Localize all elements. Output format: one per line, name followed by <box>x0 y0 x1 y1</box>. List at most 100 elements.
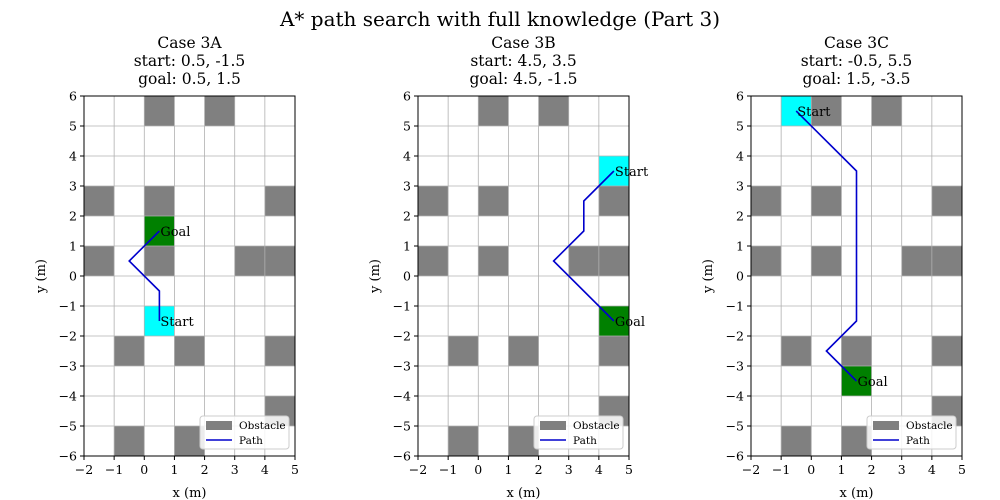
x-tick-label: 3 <box>565 462 573 477</box>
y-tick-label: 1 <box>403 239 411 254</box>
y-tick-label: 1 <box>736 239 744 254</box>
y-tick-label: 0 <box>69 269 77 284</box>
x-tick-label: 4 <box>928 462 936 477</box>
obstacle-cell <box>84 186 115 216</box>
y-tick-label: 5 <box>69 119 77 134</box>
y-tick-label: 6 <box>736 89 744 104</box>
figure-title: A* path search with full knowledge (Part… <box>279 7 720 31</box>
y-tick-label: −1 <box>726 299 744 314</box>
x-tick-label: 0 <box>474 462 482 477</box>
legend: Obstacle Path <box>866 415 957 450</box>
panel-title-line-2: start: -0.5, 5.5 <box>801 52 913 70</box>
y-tick-label: −6 <box>393 449 411 464</box>
x-tick-label: 4 <box>595 462 603 477</box>
legend-path-label: Path <box>239 435 263 447</box>
x-tick-label: −2 <box>75 462 93 477</box>
goal-label: Goal <box>858 375 888 390</box>
panel-title-line-1: Case 3B <box>491 34 555 52</box>
y-tick-label: 4 <box>736 149 744 164</box>
panel-title-line-1: Case 3C <box>824 34 889 52</box>
obstacle-cell <box>448 336 479 366</box>
obstacle-cell <box>204 96 235 126</box>
x-axis-label: x (m) <box>173 486 207 500</box>
y-tick-label: −4 <box>393 389 411 404</box>
x-tick-label: 5 <box>625 462 633 477</box>
obstacle-cell <box>508 336 539 366</box>
obstacle-cell <box>568 246 599 276</box>
obstacle-cell <box>841 336 872 366</box>
x-tick-label: 3 <box>898 462 906 477</box>
obstacle-cell <box>478 186 509 216</box>
obstacle-cell <box>264 186 295 216</box>
y-tick-label: −3 <box>726 359 744 374</box>
legend-path-label: Path <box>573 435 597 447</box>
obstacle-cell <box>478 246 509 276</box>
legend: Obstacle Path <box>533 415 624 450</box>
obstacle-cell <box>144 186 175 216</box>
y-tick-label: 0 <box>403 269 411 284</box>
obstacle-cell <box>781 336 812 366</box>
x-axis-label: x (m) <box>840 486 874 500</box>
x-tick-label: −1 <box>105 462 123 477</box>
obstacle-cell <box>931 186 962 216</box>
obstacle-cell <box>598 186 629 216</box>
panel-title-line-2: start: 0.5, -1.5 <box>134 52 246 70</box>
obstacle-cell <box>114 426 145 456</box>
y-tick-label: 5 <box>403 119 411 134</box>
y-tick-label: 3 <box>736 179 744 194</box>
y-tick-label: 4 <box>69 149 77 164</box>
y-tick-label: −2 <box>393 329 411 344</box>
obstacle-cell <box>781 426 812 456</box>
legend-obstacle-label: Obstacle <box>239 420 286 432</box>
obstacle-cell <box>811 186 842 216</box>
legend-path-label: Path <box>906 435 930 447</box>
start-label: Start <box>160 315 194 330</box>
obstacle-cell <box>931 336 962 366</box>
panel-title-line-3: goal: 1.5, -3.5 <box>803 70 911 88</box>
x-tick-label: 2 <box>201 462 209 477</box>
obstacle-cell <box>144 246 175 276</box>
panel-title-line-1: Case 3A <box>157 34 222 52</box>
y-tick-label: −5 <box>726 419 744 434</box>
obstacle-cell <box>264 246 295 276</box>
x-tick-label: 0 <box>807 462 815 477</box>
obstacle-cell <box>901 246 932 276</box>
y-axis-label: y (m) <box>701 259 716 294</box>
y-tick-label: 1 <box>69 239 77 254</box>
y-tick-label: 6 <box>403 89 411 104</box>
x-tick-label: 4 <box>261 462 269 477</box>
y-axis-label: y (m) <box>34 259 49 294</box>
y-tick-label: 2 <box>736 209 744 224</box>
obstacle-cell <box>448 426 479 456</box>
y-tick-label: −2 <box>726 329 744 344</box>
obstacle-cell <box>751 186 782 216</box>
legend: Obstacle Path <box>199 415 290 450</box>
obstacle-cell <box>144 96 175 126</box>
legend-obstacle-swatch <box>540 421 566 430</box>
obstacle-cell <box>264 336 295 366</box>
y-tick-label: −4 <box>726 389 744 404</box>
path-line <box>128 230 161 321</box>
y-tick-label: 6 <box>69 89 77 104</box>
y-tick-label: 3 <box>69 179 77 194</box>
x-tick-label: 2 <box>868 462 876 477</box>
y-tick-label: −1 <box>393 299 411 314</box>
legend-obstacle-swatch <box>873 421 899 430</box>
obstacle-cell <box>538 96 569 126</box>
obstacle-cell <box>234 246 265 276</box>
x-tick-label: 0 <box>140 462 148 477</box>
legend-obstacle-label: Obstacle <box>573 420 620 432</box>
y-tick-label: −5 <box>393 419 411 434</box>
obstacle-cell <box>751 246 782 276</box>
y-tick-label: −3 <box>393 359 411 374</box>
obstacle-cell <box>478 96 509 126</box>
y-tick-label: −1 <box>59 299 77 314</box>
obstacle-cell <box>84 246 115 276</box>
obstacle-cell <box>174 336 205 366</box>
x-tick-label: 5 <box>958 462 966 477</box>
obstacle-cell <box>931 246 962 276</box>
y-tick-label: −4 <box>59 389 77 404</box>
y-tick-label: −6 <box>59 449 77 464</box>
